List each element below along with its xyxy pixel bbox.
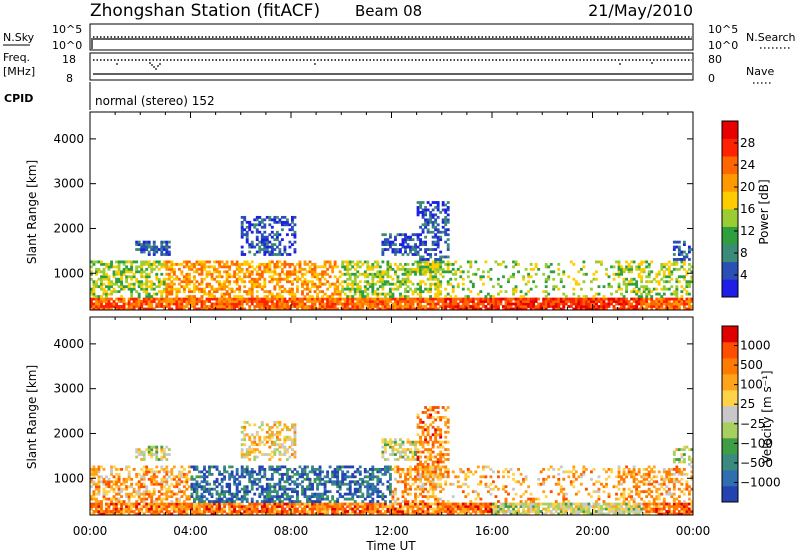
velocity-colorbar-swatch <box>722 390 738 407</box>
velocity-y-ticks: 1000 2000 3000 4000 <box>53 337 693 485</box>
time-axis-label: Time UT <box>365 539 416 553</box>
freq-unit-label: [MHz] <box>3 65 35 78</box>
velocity-y-tick-label: 2000 <box>53 426 84 440</box>
velocity-y-tick-label: 1000 <box>53 471 84 485</box>
time-x-tick-label: 00:00 <box>676 524 711 538</box>
power-colorbar-swatch <box>722 156 738 175</box>
nsearch-label: N.Search <box>746 31 796 44</box>
station-title: Zhongshan Station (fitACF) <box>90 1 320 21</box>
cpid-row: CPID normal (stereo) 152 <box>4 82 215 110</box>
velocity-colorbar-tick-label: −25 <box>740 417 765 431</box>
velocity-x-ticks: 00:00 04:00 08:00 12:00 16:00 20:00 00:00 <box>73 317 711 538</box>
velocity-colorbar-swatch <box>722 358 738 375</box>
power-colorbar: 4 8 12 16 20 24 28 <box>721 120 755 298</box>
power-colorbar-tick-label: 28 <box>740 136 755 150</box>
freq-label: Freq. <box>3 51 30 64</box>
velocity-colorbar-swatch <box>722 438 738 455</box>
velocity-colorbar-tick-label: 500 <box>740 358 763 372</box>
nsky-left-tick-bottom: 10^0 <box>52 39 82 52</box>
freq-left-tick-bottom: 8 <box>66 72 73 85</box>
power-colorbar-tick-label: 12 <box>740 224 755 238</box>
cpid-label: CPID <box>4 92 33 105</box>
velocity-colorbar-frame <box>721 325 739 503</box>
time-x-tick-label: 12:00 <box>374 524 409 538</box>
power-x-ticks <box>89 112 694 310</box>
velocity-colorbar-swatch <box>722 374 738 391</box>
freq-dip-markers <box>116 62 653 70</box>
nsky-panel: N.Sky 10^5 10^0 10^5 10^0 N.Search <box>3 23 796 52</box>
power-colorbar-swatch <box>722 226 738 245</box>
power-colorbar-tick-label: 8 <box>740 246 748 260</box>
velocity-colorbar-tick-label: 1000 <box>740 339 771 353</box>
power-panel: 1000 2000 3000 4000 Slant Range [km] 4 8 12 16… <box>25 111 771 311</box>
time-x-tick-label: 16:00 <box>475 524 510 538</box>
power-y-tick-label: 2000 <box>53 221 84 235</box>
freq-left-tick-top: 18 <box>62 53 76 66</box>
power-y-ticks: 1000 2000 3000 4000 <box>53 132 693 280</box>
power-colorbar-tick-label: 16 <box>740 202 755 216</box>
nsky-right-tick-top: 10^5 <box>708 23 738 36</box>
time-x-tick-label: 20:00 <box>575 524 610 538</box>
nave-label: Nave <box>746 65 774 78</box>
time-x-tick-label: 08:00 <box>274 524 309 538</box>
freq-frame <box>89 52 694 81</box>
power-colorbar-swatch <box>722 121 738 139</box>
velocity-plot-bg <box>90 317 693 515</box>
power-colorbar-swatch <box>722 279 738 298</box>
velocity-colorbar-swatch <box>722 342 738 359</box>
power-heatmap-cells <box>90 201 694 311</box>
velocity-heatmap-cells <box>90 406 694 516</box>
power-colorbar-swatch <box>722 173 738 192</box>
freq-panel: Freq. [MHz] 18 8 80 0 Nave <box>3 51 774 85</box>
velocity-y-axis-label: Slant Range [km] <box>25 365 39 469</box>
velocity-colorbar-swatch <box>722 454 738 471</box>
cpid-value: normal (stereo) 152 <box>95 94 215 108</box>
velocity-y-tick-label: 4000 <box>53 337 84 351</box>
power-colorbar-tick-label: 4 <box>740 268 748 282</box>
power-colorbar-swatch <box>722 191 738 210</box>
velocity-panel: 1000 2000 3000 4000 00:00 04:00 08:00 12:00 16:… <box>25 316 781 553</box>
velocity-colorbar-swatch <box>722 486 738 503</box>
power-y-tick-label: 4000 <box>53 132 84 146</box>
nave-right-tick-top: 80 <box>708 53 722 66</box>
velocity-colorbar-swatch <box>722 406 738 423</box>
nsky-left-tick-top: 10^5 <box>52 23 82 36</box>
velocity-colorbar-tick-label: 100 <box>740 378 763 392</box>
velocity-colorbar-swatch <box>722 470 738 487</box>
velocity-colorbar-label: Velocity [m s⁻¹] <box>760 370 774 463</box>
velocity-colorbar-tick-label: 25 <box>740 397 755 411</box>
power-colorbar-label: Power [dB] <box>757 179 771 244</box>
velocity-colorbar-swatch <box>722 422 738 439</box>
velocity-y-tick-label: 3000 <box>53 382 84 396</box>
power-y-tick-label: 1000 <box>53 266 84 280</box>
nave-right-tick-bottom: 0 <box>708 72 715 85</box>
velocity-colorbar-tick-label: −100 <box>740 436 773 450</box>
power-colorbar-swatch <box>722 244 738 263</box>
velocity-colorbar-tick-label: −500 <box>740 456 773 470</box>
power-colorbar-swatch <box>722 209 738 227</box>
power-colorbar-tick-label: 20 <box>740 180 755 194</box>
power-colorbar-swatch <box>722 261 738 280</box>
power-colorbar-swatch <box>722 138 738 157</box>
nsky-right-tick-bottom: 10^0 <box>708 39 738 52</box>
power-y-axis-label: Slant Range [km] <box>25 160 39 264</box>
time-x-tick-label: 00:00 <box>73 524 108 538</box>
velocity-colorbar-swatch <box>722 326 738 343</box>
time-x-tick-label: 04:00 <box>173 524 208 538</box>
beam-label: Beam 08 <box>355 2 422 20</box>
nsky-frame <box>89 23 694 51</box>
power-y-tick-label: 3000 <box>53 177 84 191</box>
power-colorbar-tick-label: 24 <box>740 158 755 172</box>
velocity-colorbar-tick-label: −1000 <box>740 475 781 489</box>
nsky-left-label: N.Sky <box>3 31 35 44</box>
date-label: 21/May/2010 <box>588 1 693 20</box>
velocity-colorbar: 1000 500 100 25 −25 −100 −500 −1000 <box>721 325 781 503</box>
